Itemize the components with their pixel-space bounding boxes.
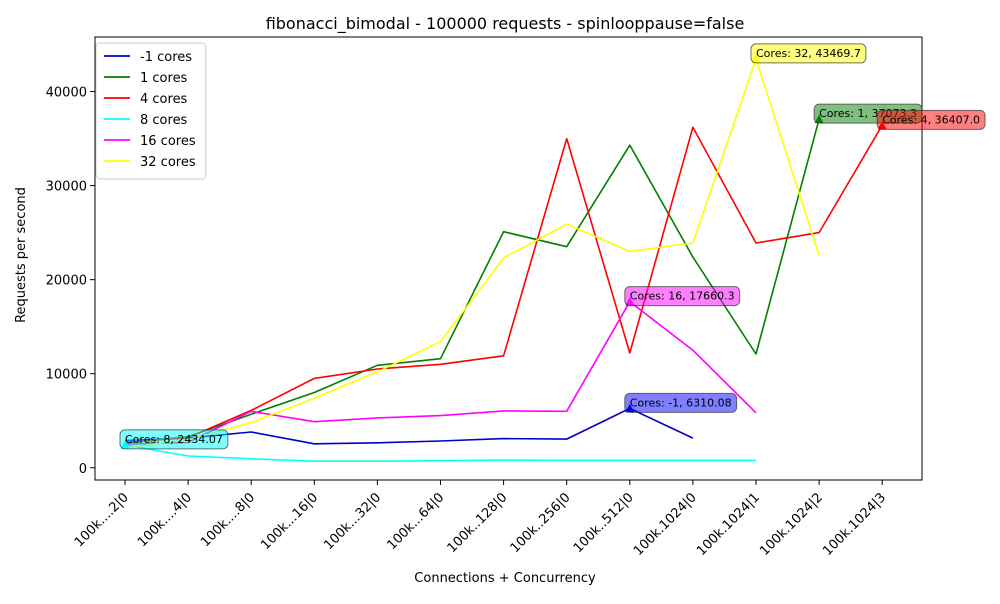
series-line-1 — [124, 118, 820, 445]
annotation-box — [119, 429, 229, 450]
y-axis-label: Requests per second — [14, 187, 29, 323]
annotation-0: Cores: -1, 6310.08 — [624, 392, 738, 413]
x-tick-label: 100k.1024|1 — [694, 490, 763, 559]
x-tick-label: 100k....8|0 — [198, 490, 258, 550]
annotation-text: Cores: 4, 36407.0 — [882, 113, 980, 126]
x-tick-label: 100k.1024|0 — [631, 490, 700, 559]
legend-label: 8 cores — [140, 113, 188, 128]
legend-label: 32 cores — [140, 155, 196, 170]
x-tick-label: 100k...32|0 — [321, 490, 384, 553]
chart-title: fibonacci_bimodal - 100000 requests - sp… — [266, 14, 745, 34]
legend-label: 16 cores — [140, 134, 196, 149]
x-tick-label: 100k....2|0 — [72, 490, 132, 550]
legend: -1 cores 1 cores 4 cores 8 cores 16 cores 32 … — [95, 42, 207, 180]
plot-area — [94, 36, 923, 481]
x-tick-label: 100k..256|0 — [508, 490, 574, 556]
x-tick-label: 100k..512|0 — [571, 490, 637, 556]
annotation-box — [624, 286, 741, 307]
annotation-text: Cores: 16, 17660.3 — [630, 290, 735, 303]
y-tick-label: 40000 — [46, 86, 87, 101]
annotation-4: Cores: 16, 17660.3 — [624, 286, 741, 307]
annotation-5: Cores: 32, 43469.7 — [750, 43, 867, 64]
x-tick-label: 100k....4|0 — [135, 490, 195, 550]
legend-item: 32 cores — [104, 155, 196, 170]
annotation-box — [624, 392, 738, 413]
x-tick-label: 100k...16|0 — [258, 490, 321, 553]
legend-label: -1 cores — [140, 50, 192, 65]
legend-item: 1 cores — [104, 71, 188, 86]
series-line-2 — [124, 124, 883, 444]
annotation-box — [876, 109, 986, 130]
y-tick-label: 30000 — [46, 180, 87, 195]
plot-frame — [94, 36, 923, 481]
annotation-text: Cores: 32, 43469.7 — [756, 47, 861, 60]
annotation-text: Cores: -1, 6310.08 — [630, 396, 732, 409]
legend-item: 8 cores — [104, 113, 188, 128]
legend-item: 4 cores — [104, 92, 188, 107]
series-line-4 — [124, 300, 757, 446]
series-line-5 — [124, 58, 820, 449]
legend-item: 16 cores — [104, 134, 196, 149]
annotation-2: Cores: 4, 36407.0 — [876, 109, 986, 130]
y-tick-label: 20000 — [46, 274, 87, 289]
x-tick-label: 100k..128|0 — [445, 490, 511, 556]
y-tick-label: 10000 — [46, 368, 87, 383]
series-layer — [124, 58, 883, 462]
x-axis-label: Connections + Concurrency — [414, 571, 596, 586]
annotation-text: Cores: 8, 2434.07 — [125, 433, 223, 446]
legend-label: 4 cores — [140, 92, 188, 107]
legend-label: 1 cores — [140, 71, 188, 86]
x-tick-label: 100k.1024|3 — [820, 490, 889, 559]
series-line-3 — [124, 444, 756, 462]
x-tick-label: 100k.1024|2 — [757, 490, 826, 559]
y-axis: 0 10000 20000 30000 40000 — [46, 86, 95, 477]
annotation-3: Cores: 8, 2434.07 — [119, 429, 229, 450]
x-axis: 100k....2|0 100k....4|0 100k....8|0 100k...… — [72, 480, 889, 559]
y-tick-label: 0 — [79, 462, 87, 477]
legend-item: -1 cores — [104, 50, 192, 65]
annotation-box — [750, 43, 867, 64]
x-tick-label: 100k...64|0 — [384, 490, 447, 553]
